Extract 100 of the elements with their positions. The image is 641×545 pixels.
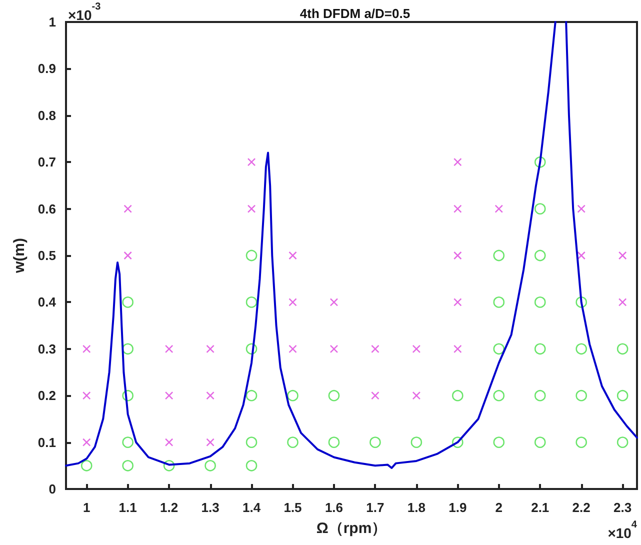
y-tick-label: 0.8 [38,108,56,123]
point [494,204,504,213]
point [534,390,546,402]
point [452,436,464,448]
point [163,460,175,472]
point [246,343,258,355]
point [371,344,380,354]
point [247,158,256,166]
point [493,390,505,402]
x-tick-label: 1.5 [284,500,302,515]
point [164,391,174,400]
point [82,391,91,400]
y-tick-label: 0.9 [38,61,56,76]
point [534,436,546,448]
point [246,390,258,402]
y-tick-label: 1 [48,14,56,30]
point [246,296,258,308]
point [370,436,381,448]
point [122,460,134,472]
point [616,343,628,355]
y-tick-label: 0.2 [38,388,56,404]
x-tick-label: 1.6 [324,500,344,515]
point [534,296,546,308]
x-tick-label: 1.4 [242,500,262,515]
y-tick-label: 0.7 [38,154,56,170]
point [412,391,421,400]
point [288,251,297,260]
point [371,391,380,400]
y-axis-title: w(m) [11,238,28,274]
point [82,438,91,446]
point [577,251,586,260]
point [493,436,505,448]
point [206,438,214,446]
y-tick-label: 0.3 [38,341,56,356]
point [80,460,92,472]
point [454,204,462,213]
point [618,251,627,260]
point [493,296,505,308]
point [618,298,627,306]
point [454,344,462,354]
point [576,296,587,308]
point [534,203,546,214]
point [122,343,134,355]
x-tick-label: 1.1 [118,500,137,515]
x-tick-label: 1.8 [407,500,426,515]
point [454,298,462,306]
point [412,344,421,354]
point [122,390,134,402]
point [534,343,546,355]
point [247,204,256,213]
point [454,251,462,260]
point [616,390,628,402]
x-tick-label: 1.7 [366,500,384,515]
point [330,298,338,306]
point [576,343,587,355]
point [206,344,214,354]
point [534,250,546,262]
x-tick-label: 2.1 [531,500,550,515]
point [328,390,340,402]
point [82,344,91,354]
y-tick-label: 0.6 [38,201,56,216]
x-tick-label: 1 [82,500,90,515]
x-tick-label: 2.3 [614,500,632,515]
point [493,343,505,355]
point [328,436,340,448]
point [287,436,298,448]
point [576,390,587,402]
chart-title: 4th DFDM a/D=0.5 [300,6,410,21]
x-tick-label: 1.3 [201,500,220,515]
point [454,158,462,166]
point [246,460,258,472]
point [493,250,505,262]
point [246,250,258,262]
point [246,436,258,448]
point [576,436,587,448]
point [204,460,216,472]
point [288,298,297,306]
y-tick-label: 0.1 [38,434,56,450]
x-tick-label: 1.2 [160,500,178,515]
y-tick-label: 0 [48,482,56,496]
point [330,344,338,354]
x-tick-label: 1.9 [448,500,467,515]
y-tick-label: 0.5 [38,248,56,263]
point [452,390,464,402]
point [616,436,628,448]
point [577,204,586,213]
y-tick-label: 0.4 [38,294,57,310]
point [124,204,132,213]
point [410,436,422,448]
point [288,344,297,354]
x-tick-label: 2.2 [572,500,590,515]
point [122,436,134,448]
point [206,391,214,400]
x-tick-label: 2 [495,500,503,515]
point [164,438,174,446]
point [164,344,174,354]
point [287,390,298,402]
x-axis-title: Ω（rpm） [316,520,387,537]
point [124,251,132,260]
point [122,296,134,308]
